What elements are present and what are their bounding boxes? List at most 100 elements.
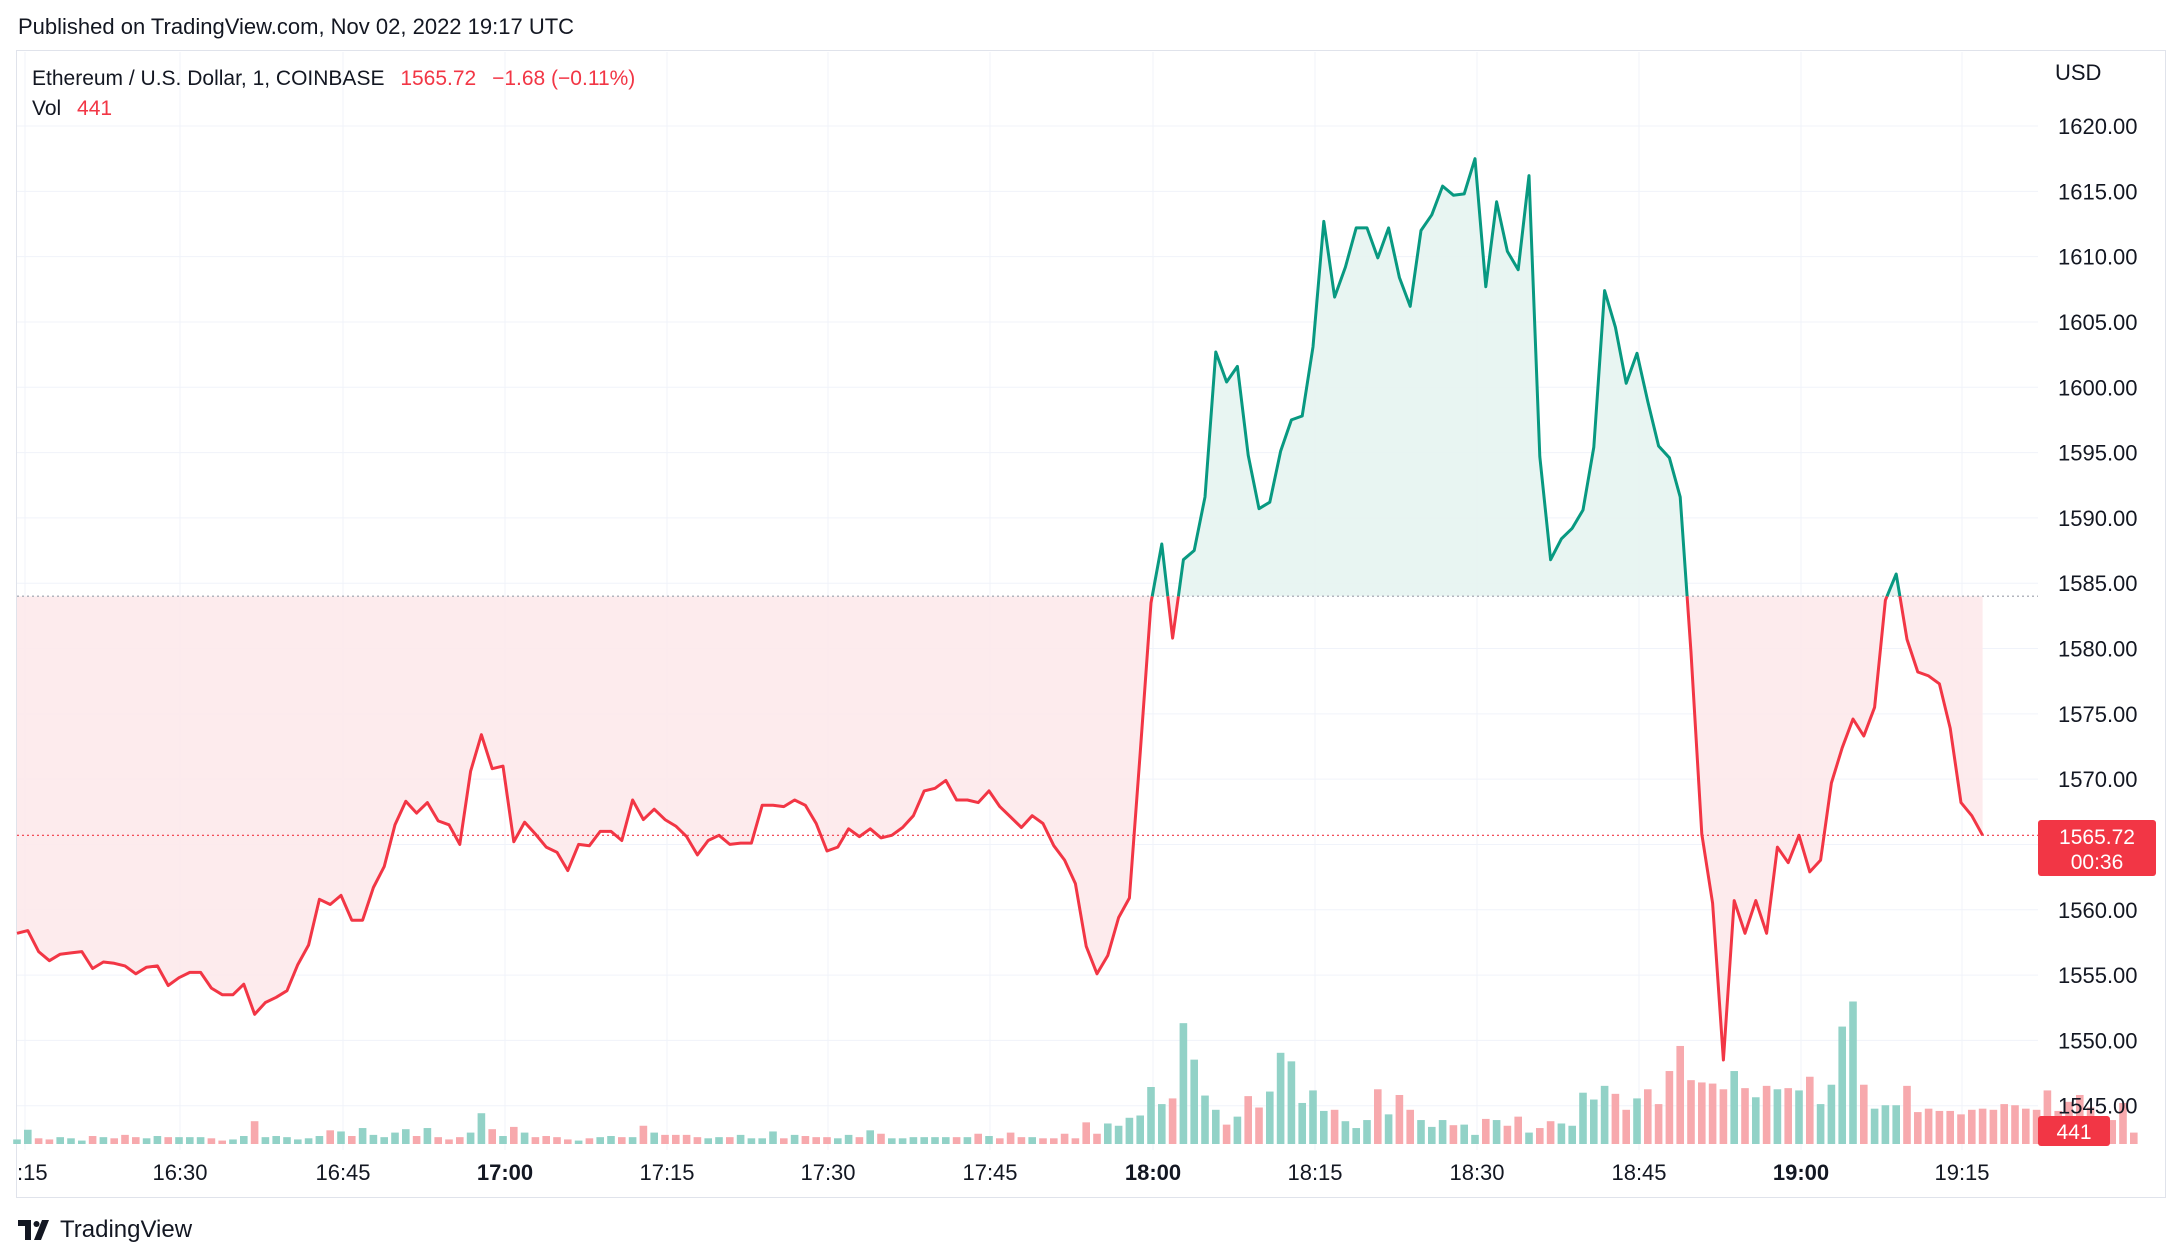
volume-bar bbox=[2022, 1108, 2030, 1144]
volume-bar bbox=[1644, 1089, 1652, 1144]
volume-bar bbox=[1244, 1096, 1252, 1144]
volume-bar bbox=[337, 1131, 345, 1144]
volume-bar bbox=[585, 1138, 594, 1144]
chart-legend: Ethereum / U.S. Dollar, 1, COINBASE 1565… bbox=[32, 64, 645, 124]
volume-bar bbox=[164, 1137, 172, 1144]
volume-bar bbox=[834, 1138, 842, 1144]
volume-bar bbox=[272, 1136, 280, 1144]
volume-bar bbox=[1050, 1138, 1058, 1144]
volume-bar bbox=[801, 1136, 810, 1144]
volume-bar bbox=[1730, 1071, 1738, 1144]
volume-bar bbox=[1557, 1123, 1566, 1144]
volume-bar bbox=[391, 1132, 399, 1144]
current-price-label: 1565.72 bbox=[2059, 826, 2135, 849]
volume-bar bbox=[1838, 1026, 1846, 1144]
volume-bar bbox=[1600, 1085, 1609, 1144]
volume-bar bbox=[1611, 1093, 1620, 1144]
volume-bar bbox=[13, 1139, 21, 1144]
volume-bar bbox=[326, 1130, 334, 1144]
volume-bar bbox=[790, 1134, 799, 1144]
volume-bar bbox=[196, 1137, 205, 1144]
volume-bar bbox=[639, 1125, 648, 1144]
volume-bar bbox=[1590, 1099, 1598, 1144]
time-tick-label: 18:15 bbox=[1287, 1160, 1342, 1185]
volume-bar bbox=[1546, 1121, 1555, 1144]
volume-bar bbox=[294, 1139, 302, 1144]
volume-bar bbox=[380, 1137, 388, 1144]
volume-bar bbox=[823, 1137, 831, 1144]
volume-bar bbox=[780, 1138, 788, 1144]
volume-bar bbox=[121, 1134, 129, 1144]
volume-bar bbox=[1060, 1133, 1069, 1144]
current-price-badge: 1565.72 00:36 bbox=[2038, 820, 2156, 876]
volume-bar bbox=[952, 1137, 961, 1144]
volume-bar bbox=[34, 1138, 43, 1144]
price-tick-label: 1595.00 bbox=[2058, 441, 2138, 466]
tradingview-wordmark: TradingView bbox=[60, 1216, 193, 1243]
volume-bar bbox=[553, 1137, 561, 1144]
volume-bar bbox=[715, 1137, 723, 1144]
volume-bar bbox=[1924, 1108, 1933, 1144]
volume-bar bbox=[1514, 1116, 1522, 1144]
volume-bar bbox=[682, 1134, 691, 1144]
volume-bar bbox=[704, 1138, 712, 1144]
volume-bar bbox=[1989, 1109, 1998, 1144]
volume-bar bbox=[618, 1137, 626, 1144]
volume-bar bbox=[769, 1131, 777, 1144]
volume-bar bbox=[2000, 1104, 2008, 1144]
area-fill-up bbox=[1178, 158, 1688, 597]
volume-bar bbox=[736, 1134, 745, 1144]
volume-bar bbox=[315, 1136, 324, 1144]
volume-bar bbox=[1698, 1082, 1706, 1144]
volume-bar bbox=[747, 1138, 756, 1144]
volume-bar bbox=[855, 1137, 864, 1144]
volume-bar bbox=[1622, 1109, 1630, 1144]
volume-bar bbox=[1374, 1089, 1382, 1144]
volume-bar bbox=[132, 1137, 140, 1144]
volume-bar bbox=[607, 1136, 615, 1144]
legend-volume-row: Vol 441 bbox=[32, 94, 645, 124]
volume-bar bbox=[564, 1139, 572, 1144]
price-line-up bbox=[1150, 542, 1170, 597]
legend-vol-value: 441 bbox=[77, 97, 113, 120]
volume-bar bbox=[974, 1133, 982, 1144]
volume-bar bbox=[56, 1137, 64, 1144]
volume-bar bbox=[1428, 1126, 1436, 1144]
volume-bar bbox=[1222, 1124, 1231, 1144]
volume-bar bbox=[1752, 1097, 1760, 1144]
volume-bar bbox=[1892, 1105, 1900, 1144]
volume-bar bbox=[1395, 1094, 1404, 1144]
price-tick-label: 1570.00 bbox=[2058, 767, 2138, 792]
volume-bar bbox=[1309, 1090, 1317, 1144]
price-tick-label: 1550.00 bbox=[2058, 1028, 2138, 1053]
volume-bar bbox=[812, 1137, 820, 1144]
volume-bar bbox=[1579, 1092, 1587, 1144]
volume-bar bbox=[888, 1138, 896, 1144]
volume-bar bbox=[1168, 1098, 1177, 1144]
volume-bar bbox=[596, 1137, 604, 1144]
footer-brand[interactable]: TradingView bbox=[18, 1216, 192, 1244]
volume-bar bbox=[24, 1129, 32, 1144]
volume-bar bbox=[1352, 1128, 1360, 1144]
volume-bar bbox=[1147, 1087, 1155, 1144]
volume-bar bbox=[1201, 1095, 1209, 1144]
volume-bar bbox=[1093, 1133, 1101, 1144]
volume-bar bbox=[1114, 1125, 1123, 1144]
volume-bar bbox=[1903, 1085, 1911, 1144]
volume-bars bbox=[13, 1001, 2138, 1144]
volume-bar bbox=[45, 1139, 54, 1144]
area-fills bbox=[17, 158, 1983, 1060]
volume-bar bbox=[1741, 1088, 1749, 1144]
volume-bar bbox=[1568, 1125, 1576, 1144]
time-tick-label: 18:00 bbox=[1125, 1160, 1181, 1185]
price-line-down bbox=[1166, 596, 1180, 640]
volume-bar bbox=[2108, 1120, 2116, 1144]
volume-bar bbox=[78, 1140, 86, 1144]
price-line-down bbox=[16, 596, 1154, 1016]
volume-bar bbox=[877, 1133, 885, 1144]
volume-bar bbox=[1136, 1115, 1144, 1144]
volume-bar bbox=[1827, 1084, 1836, 1144]
volume-bar bbox=[920, 1137, 928, 1144]
volume-bar bbox=[1104, 1123, 1112, 1144]
